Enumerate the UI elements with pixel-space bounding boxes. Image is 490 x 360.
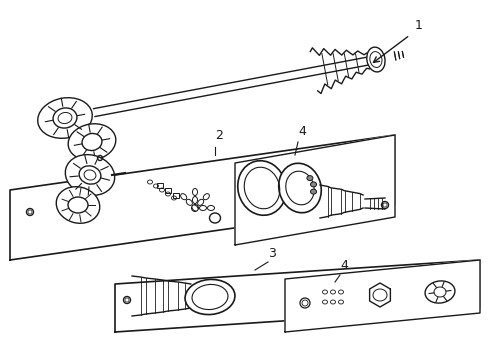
Ellipse shape [79,166,101,184]
Ellipse shape [197,199,204,206]
Ellipse shape [279,163,321,213]
Ellipse shape [367,47,385,72]
Ellipse shape [307,176,313,181]
Ellipse shape [425,281,455,303]
Ellipse shape [207,206,215,211]
Ellipse shape [193,189,197,195]
Ellipse shape [38,98,92,138]
Ellipse shape [185,279,235,315]
Ellipse shape [68,197,88,213]
Bar [157,183,163,188]
Ellipse shape [193,204,197,212]
Ellipse shape [56,187,100,223]
Polygon shape [115,260,480,332]
Polygon shape [285,260,480,332]
Ellipse shape [68,124,116,160]
Polygon shape [10,135,395,260]
Ellipse shape [311,189,317,194]
Ellipse shape [192,205,198,211]
Ellipse shape [238,161,286,215]
Text: 2: 2 [215,129,223,142]
Ellipse shape [193,197,197,203]
Text: 4: 4 [298,125,306,138]
Polygon shape [235,135,395,245]
Ellipse shape [199,206,206,211]
Ellipse shape [186,199,193,206]
Ellipse shape [82,134,102,150]
Text: 4: 4 [340,259,348,272]
Bar [165,188,171,193]
Text: 1: 1 [415,19,423,32]
Ellipse shape [192,206,198,211]
Ellipse shape [192,205,198,211]
Ellipse shape [65,155,115,195]
Ellipse shape [53,108,77,128]
Ellipse shape [181,194,187,200]
Polygon shape [369,283,391,307]
Text: 3: 3 [268,247,276,260]
Ellipse shape [203,194,209,200]
Ellipse shape [311,182,317,187]
Bar [173,193,179,198]
